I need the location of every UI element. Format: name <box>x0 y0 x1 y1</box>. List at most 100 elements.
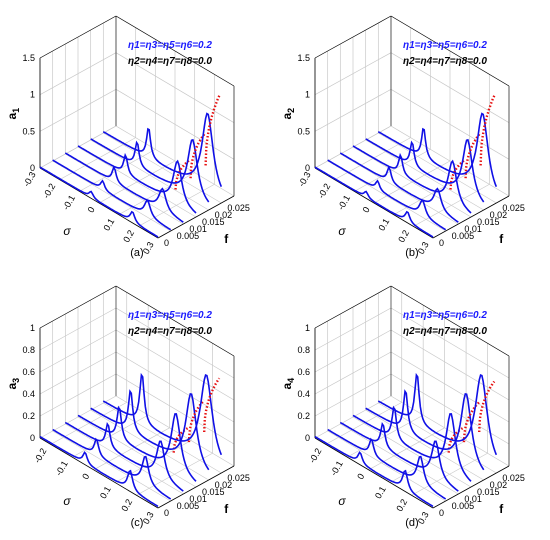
box-edge-top-back <box>115 285 235 357</box>
box-edge-top-left <box>314 15 392 59</box>
f-tick-label-1: 0.005 <box>177 501 200 511</box>
f-tick-label-4: 0.02 <box>490 480 508 490</box>
unstable-branch-f-5 <box>479 94 496 166</box>
unstable-branch-f-3 <box>172 426 190 453</box>
grid-line-floor-f-3 <box>352 416 472 488</box>
f-tick-label-2: 0.01 <box>464 494 482 504</box>
z-tick-label-3: 0.6 <box>22 367 35 377</box>
sigma-tick-label-4: 0.1 <box>376 217 391 233</box>
f-tick-label-4: 0.02 <box>215 210 233 220</box>
sigma-tick-label-5: 0.2 <box>121 228 136 244</box>
grid-line-floor-f-5 <box>103 132 222 204</box>
f-axis-label: f <box>224 502 229 516</box>
grid-line-back-z-0 <box>390 395 510 467</box>
f-axis-label: f <box>499 502 504 516</box>
sigma-tick-label-4: 0.2 <box>394 497 409 513</box>
unstable-branch-f-3 <box>449 159 466 190</box>
z-axis-label: a2 <box>280 108 296 120</box>
box-edge-top-left <box>39 285 117 329</box>
response-curve-f-4 <box>90 389 210 471</box>
z-axis-label-sub: 4 <box>286 378 296 383</box>
response-curve-f-1 <box>327 159 447 231</box>
response-curve-f-5 <box>377 372 498 456</box>
sigma-tick-label-2: -0.1 <box>61 193 77 211</box>
f-tick-label-3: 0.015 <box>202 487 225 497</box>
sigma-axis-line <box>314 437 434 509</box>
z-axis-label-base: a <box>5 383 19 390</box>
grid-line-floor-f-3 <box>77 146 197 218</box>
panel-caption: (d) <box>405 517 418 529</box>
response-curve-f-1 <box>52 428 172 500</box>
chart-panel-b: 00.511.5-0.3-0.2-0.1 00.10.20.3 00.0050.01… <box>280 15 525 259</box>
grid-line-back-z-4 <box>115 307 235 379</box>
grid-line-floor-f-3 <box>77 416 197 488</box>
z-axis-label: a4 <box>280 378 296 390</box>
panel-caption: (c) <box>131 517 144 529</box>
unstable-branch-f-3 <box>174 159 191 190</box>
sigma-tick-label-4: 0.1 <box>101 217 116 233</box>
f-tick-label-1: 0.005 <box>177 231 200 241</box>
response-curve-f-5 <box>102 372 223 456</box>
f-tick-label-0: 0 <box>439 238 444 248</box>
sigma-tick-label-2: 0 <box>355 472 366 481</box>
z-tick-label-2: 1 <box>30 90 35 100</box>
sigma-tick-label-2: -0.1 <box>336 193 352 211</box>
response-curve-f-0 <box>39 166 159 238</box>
box-edge-top-left <box>314 285 392 329</box>
z-tick-label-1: 0.5 <box>22 126 35 136</box>
z-axis-label-sub: 3 <box>11 378 21 383</box>
f-axis-line <box>432 195 510 239</box>
f-tick-label-2: 0.01 <box>189 494 207 504</box>
sigma-tick-label-1: -0.1 <box>53 459 69 477</box>
unstable-branch-f-3 <box>447 426 465 453</box>
grid-line-floor-f-5 <box>378 132 497 204</box>
box-edge-top-back <box>390 15 510 87</box>
sigma-axis-line <box>314 167 434 239</box>
legend-line-2: η2=η4=η7=η8=0.0 <box>403 326 487 337</box>
f-tick-label-0: 0 <box>439 508 444 518</box>
legend-line-2: η2=η4=η7=η8=0.0 <box>128 56 212 67</box>
z-tick-label-0: 0 <box>30 433 35 443</box>
grid-line-back-z-3 <box>390 329 510 401</box>
legend-line-1: η1=η3=η5=η6=0.2 <box>403 310 487 321</box>
f-axis-line <box>157 465 235 509</box>
sigma-tick-label-4: 0.2 <box>119 497 134 513</box>
z-axis-label-base: a <box>5 113 19 120</box>
z-tick-label-3: 1.5 <box>297 53 310 63</box>
response-curve-f-4 <box>90 138 210 203</box>
f-tick-label-3: 0.015 <box>202 217 225 227</box>
grid-line-floor-f-4 <box>365 139 484 211</box>
z-tick-label-1: 0.5 <box>297 126 310 136</box>
response-curve-f-1 <box>52 159 172 231</box>
z-tick-label-2: 1 <box>305 90 310 100</box>
z-tick-label-1: 0.2 <box>297 411 310 421</box>
response-curve-f-0 <box>314 435 434 508</box>
z-tick-label-2: 0.4 <box>297 389 310 399</box>
sigma-tick-label-3: 0.1 <box>373 485 388 501</box>
legend-line-1: η1=η3=η5=η6=0.2 <box>128 310 212 321</box>
grid-line-back-z-2 <box>390 351 510 423</box>
f-tick-label-4: 0.02 <box>215 480 233 490</box>
f-tick-label-4: 0.02 <box>490 210 508 220</box>
panel-caption: (a) <box>130 247 143 259</box>
z-tick-label-5: 1 <box>305 323 310 333</box>
grid-line-floor-f-4 <box>90 139 209 211</box>
grid-line-floor-f-1 <box>52 430 171 502</box>
f-tick-label-5: 0.025 <box>502 203 525 213</box>
z-tick-label-0: 0 <box>305 163 310 173</box>
grid-line-floor-f-4 <box>90 409 209 481</box>
response-curve-f-5 <box>102 112 223 187</box>
z-tick-label-0: 0 <box>30 163 35 173</box>
sigma-tick-label-1: -0.2 <box>316 182 332 200</box>
f-tick-label-0: 0 <box>164 508 169 518</box>
sigma-tick-label-2: 0 <box>80 472 91 481</box>
z-tick-label-5: 1 <box>30 323 35 333</box>
grid-line-floor-f-5 <box>378 402 497 474</box>
sigma-axis-label: σ <box>63 494 71 508</box>
f-tick-label-5: 0.025 <box>502 473 525 483</box>
grid-line-floor-f-1 <box>52 160 171 232</box>
grid-line-floor-f-2 <box>65 423 184 495</box>
response-curve-f-3 <box>77 405 197 482</box>
